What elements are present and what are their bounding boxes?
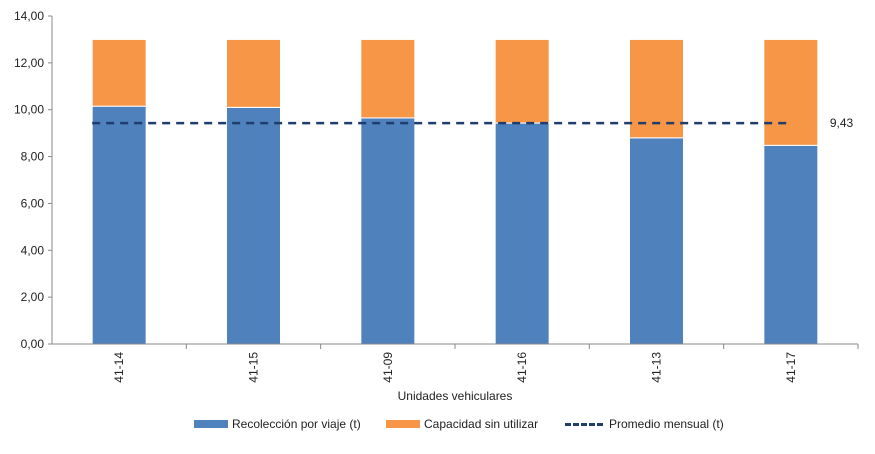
bars: [91, 38, 819, 345]
x-tick-label: 41-09: [381, 352, 395, 383]
y-tick-label: 4,00: [21, 243, 45, 257]
bar-capacidad: [494, 38, 550, 124]
y-tick-label: 14,00: [14, 9, 44, 23]
legend-dash-line: [565, 422, 603, 426]
legend-swatch-blue: [194, 420, 228, 428]
bar-recoleccion: [360, 117, 416, 345]
y-tick-label: 10,00: [14, 103, 44, 117]
legend-label: Promedio mensual (t): [609, 417, 724, 431]
y-tick-label: 2,00: [21, 290, 45, 304]
x-tick-label: 41-15: [247, 352, 261, 383]
y-tick-label: 12,00: [14, 56, 44, 70]
x-tick-label: 41-13: [650, 352, 664, 383]
y-tick-label: 0,00: [21, 337, 45, 351]
x-axis-ticks: 41-14 41-15 41-09 41-16 41-13 41-17: [112, 344, 859, 383]
legend-label: Capacidad sin utilizar: [424, 417, 539, 431]
legend-item-promedio: Promedio mensual (t): [565, 414, 724, 434]
legend: Recolección por viaje (t) Capacidad sin …: [0, 414, 875, 434]
x-tick-label: 41-17: [784, 352, 798, 383]
bar-capacidad: [360, 38, 416, 119]
x-tick-label: 41-14: [112, 352, 126, 383]
bar-recoleccion: [226, 106, 281, 345]
bar-recoleccion: [494, 122, 550, 345]
legend-item-recoleccion: Recolección por viaje (t): [194, 414, 361, 434]
y-axis-ticks: 0,00 2,00 4,00 6,00 8,00 10,00 12,00 14,00: [14, 9, 52, 351]
bar-capacidad: [226, 38, 281, 108]
average-value-label: 9,43: [830, 116, 854, 130]
bar-recoleccion: [629, 137, 684, 345]
x-axis-title: Unidades vehiculares: [398, 389, 513, 403]
y-tick-label: 6,00: [21, 196, 45, 210]
y-tick-label: 8,00: [21, 150, 45, 164]
legend-item-capacidad: Capacidad sin utilizar: [386, 414, 538, 434]
bar-capacidad: [629, 38, 684, 139]
bar-capacidad: [91, 38, 147, 107]
x-tick-label: 41-16: [515, 352, 529, 383]
bar-recoleccion: [91, 105, 147, 345]
legend-label: Recolección por viaje (t): [232, 417, 361, 431]
bar-capacidad: [763, 38, 819, 146]
legend-swatch-orange: [386, 420, 420, 428]
bar-recoleccion: [763, 144, 819, 345]
